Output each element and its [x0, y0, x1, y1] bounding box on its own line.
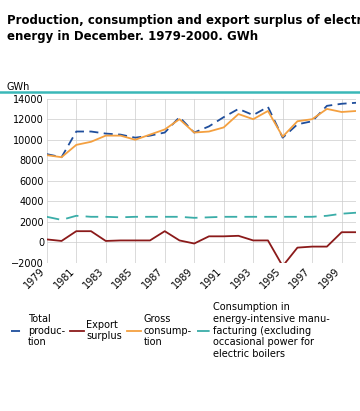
- Legend: Total
produc-
tion, Export
surplus, Gross
consump-
tion, Consumption in
energy-i: Total produc- tion, Export surplus, Gros…: [12, 302, 330, 359]
- Text: Production, consumption and export surplus of electric
energy in December. 1979-: Production, consumption and export surpl…: [7, 14, 360, 43]
- Text: GWh: GWh: [6, 82, 30, 92]
